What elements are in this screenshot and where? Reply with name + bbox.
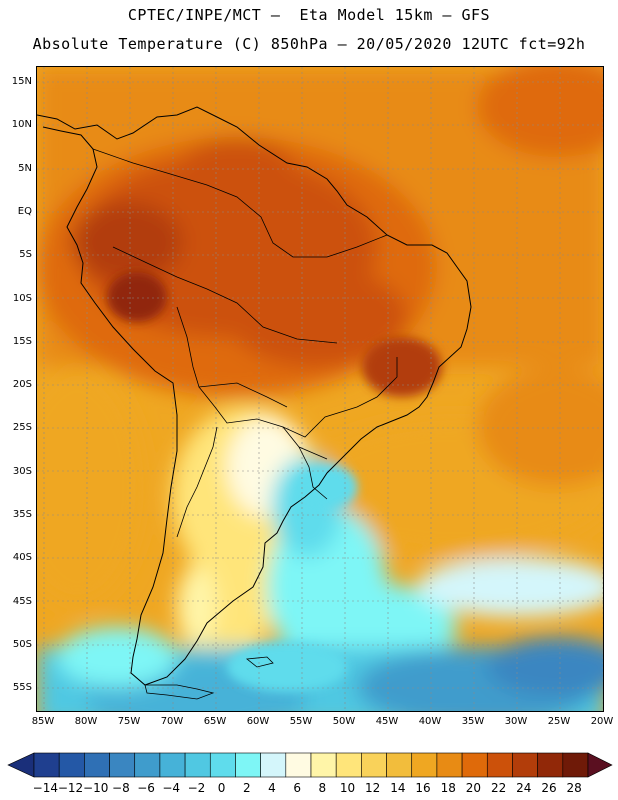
colorbar-tick-label: −8 xyxy=(112,781,130,795)
lon-label-35w: 35W xyxy=(461,716,485,727)
lon-label-20w: 20W xyxy=(590,716,614,727)
colorbar-bin-2 xyxy=(84,752,110,778)
colorbar-tick-label: −10 xyxy=(83,781,109,795)
lon-label-50w: 50W xyxy=(332,716,356,727)
colorbar-tick-label: 12 xyxy=(365,781,381,795)
colorbar-bin-3 xyxy=(109,752,136,778)
colorbar-tick-label: 20 xyxy=(465,781,482,795)
map-canvas xyxy=(37,67,603,711)
lat-label-30s: 30S xyxy=(12,465,32,477)
colorbar-bin-4 xyxy=(134,752,161,778)
colorbar xyxy=(7,752,613,778)
temperature-field-details xyxy=(107,272,442,692)
lon-label-55w: 55W xyxy=(289,716,313,727)
colorbar-bin-11 xyxy=(310,752,337,778)
lat-label-20s: 20S xyxy=(12,379,32,391)
colorbar-tick-label: 16 xyxy=(415,781,431,795)
colorbar-tick-label: 6 xyxy=(293,781,301,795)
lon-label-25w: 25W xyxy=(547,716,571,727)
lat-label-25s: 25S xyxy=(12,422,32,434)
colorbar-bin-7 xyxy=(209,752,236,778)
colorbar-tick-label: 2 xyxy=(242,781,251,795)
lon-label-30w: 30W xyxy=(504,716,528,727)
chart-title-line-1: CPTEC/INPE/MCT – Eta Model 15km – GFS xyxy=(127,6,491,24)
colorbar-bin-16 xyxy=(436,752,463,778)
lon-label-75w: 75W xyxy=(117,716,141,727)
colorbar-bin-20 xyxy=(537,752,564,778)
lat-label-40s: 40S xyxy=(12,552,32,564)
colorbar-bin-9 xyxy=(260,752,287,778)
colorbar-bin-10 xyxy=(285,752,312,778)
colorbar-bin-13 xyxy=(361,752,387,778)
colorbar-bin-8 xyxy=(235,752,261,778)
lon-label-65w: 65W xyxy=(203,716,227,727)
colorbar-tick-label: 14 xyxy=(390,781,406,795)
lat-label-15n: 15N xyxy=(11,76,32,87)
lat-label-5s: 5S xyxy=(19,249,32,261)
colorbar-bin-15 xyxy=(411,752,438,778)
falkland-islands xyxy=(245,656,274,668)
lat-label-50s: 50S xyxy=(12,638,32,650)
lat-label-15s: 15S xyxy=(12,335,32,347)
lon-label-45w: 45W xyxy=(375,716,399,727)
lat-label-55s: 55S xyxy=(12,682,32,694)
country-borders xyxy=(92,148,398,538)
south-america-coastline xyxy=(37,106,472,686)
lat-label-10n: 10N xyxy=(11,119,32,131)
lat-label-5n: 5N xyxy=(18,162,32,174)
colorbar-bin-1 xyxy=(58,752,85,778)
colorbar-overflow-triangle xyxy=(587,752,613,778)
lat-label-eq: EQ xyxy=(17,205,32,217)
colorbar-tick-label: 10 xyxy=(339,781,356,795)
colorbar-tick-label: 18 xyxy=(440,781,456,795)
colorbar-bin-12 xyxy=(335,752,362,778)
colorbar-tick-label: −12 xyxy=(57,781,84,795)
colorbar-bin-19 xyxy=(512,752,538,778)
colorbar-bin-18 xyxy=(486,752,513,778)
lon-label-85w: 85W xyxy=(31,716,55,727)
chart-title-line-2: Absolute Temperature (C) 850hPa – 20/05/… xyxy=(32,35,586,53)
colorbar-bin-21 xyxy=(562,752,589,778)
tierra-del-fuego xyxy=(144,684,215,700)
colorbar-tick-label: −2 xyxy=(187,781,206,795)
colorbar-bin-0 xyxy=(33,752,60,778)
lon-label-40w: 40W xyxy=(418,716,442,727)
lat-label-10s: 10S xyxy=(12,292,32,304)
colorbar-tick-label: 4 xyxy=(268,781,276,795)
colorbar-bin-5 xyxy=(159,752,186,778)
lon-label-70w: 70W xyxy=(160,716,184,727)
lon-label-60w: 60W xyxy=(246,716,270,727)
colorbar-tick-label: −6 xyxy=(137,781,155,795)
lon-label-80w: 80W xyxy=(74,716,98,727)
lat-label-45s: 45S xyxy=(12,595,32,607)
colorbar-tick-label: 0 xyxy=(217,781,226,795)
colorbar-tick-label: 28 xyxy=(566,781,582,795)
colorbar-bin-6 xyxy=(184,752,211,778)
colorbar-bin-14 xyxy=(386,752,413,778)
colorbar-bin-17 xyxy=(461,752,488,778)
colorbar-tick-label: 24 xyxy=(516,781,532,795)
lat-label-35s: 35S xyxy=(12,509,32,520)
colorbar-tick-label: −4 xyxy=(162,781,181,795)
colorbar-tick-label: 8 xyxy=(318,781,327,795)
colorbar-underflow-triangle xyxy=(7,752,35,778)
colorbar-tick-label: 26 xyxy=(541,781,557,795)
colorbar-tick-label: −14 xyxy=(32,781,58,795)
temperature-map[interactable] xyxy=(36,66,604,712)
colorbar-tick-label: 22 xyxy=(490,781,507,795)
